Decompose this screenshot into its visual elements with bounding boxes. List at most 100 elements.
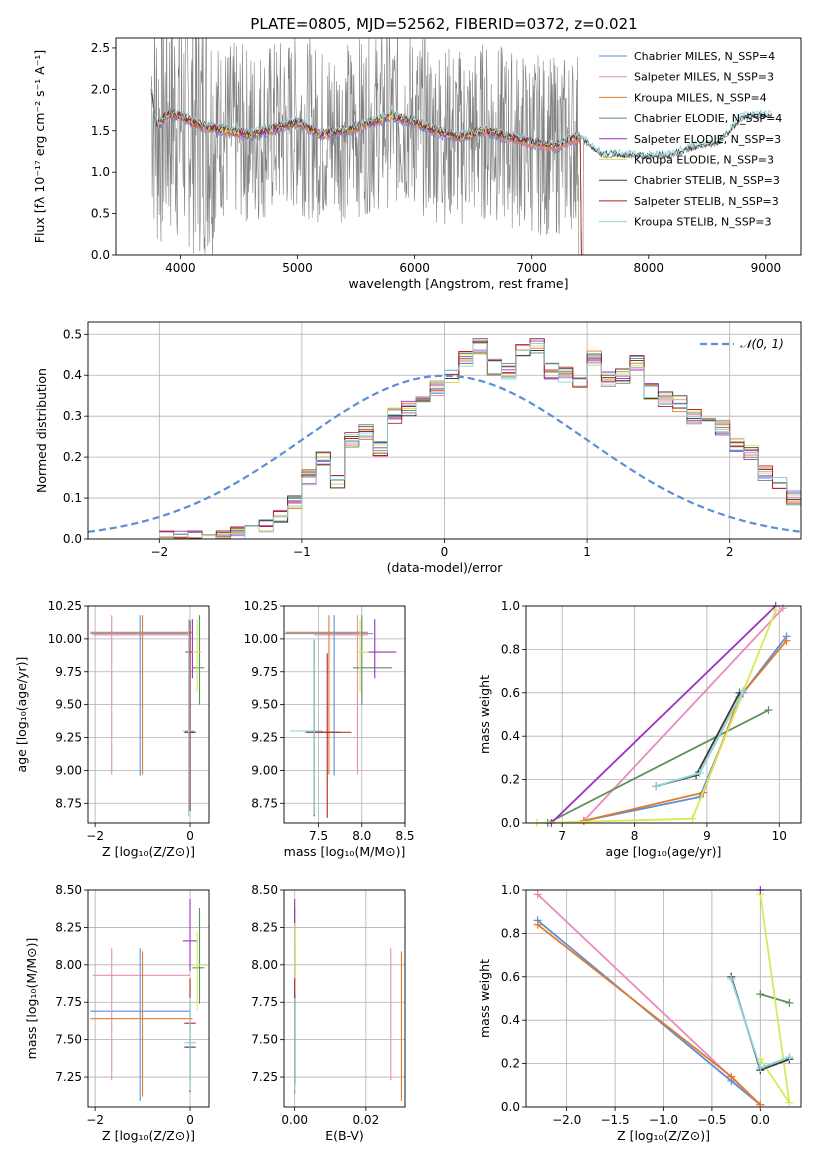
tick-label-y: 10.25	[48, 599, 82, 613]
series-line	[547, 709, 769, 823]
tick-label-y: 9.50	[55, 698, 82, 712]
x-axis-label: age [log₁₀(age/yr)]	[606, 844, 722, 859]
tick-label-x: −1.0	[649, 1113, 678, 1127]
tick-label-y: 1.5	[91, 124, 110, 138]
axes-frame	[87, 321, 802, 540]
tick-label-y: 10.25	[244, 599, 278, 613]
tick-label-x: 0.00	[281, 1113, 308, 1127]
axes-frame	[525, 605, 802, 824]
legend-entry: Kroupa MILES, N_SSP=4	[634, 91, 767, 104]
tick-label-y: 9.75	[251, 665, 278, 679]
panel-mass-vs-ebv: 0.00 0.02 7.25 7.50 7.75 8.00 8.25 8.50 E(B-V)	[251, 883, 406, 1143]
tick-label-y: 0.5	[63, 327, 82, 341]
tick-label-y: 8.75	[251, 796, 278, 810]
tick-label-y: 0.0	[501, 1100, 520, 1114]
y-axis-label: mass [log₁₀(M/M⊙)]	[24, 938, 39, 1060]
page-title: PLATE=0805, MJD=52562, FIBERID=0372, z=0…	[250, 15, 637, 33]
series-line	[550, 606, 777, 823]
tick-label-x: 7000	[516, 261, 547, 275]
data-point	[688, 814, 697, 823]
tick-label-y: 8.75	[55, 796, 82, 810]
tick-label-x: 7.5	[309, 829, 328, 843]
data-point	[739, 686, 748, 695]
axes-frame	[87, 889, 210, 1108]
series-line	[759, 894, 791, 1104]
tick-label-y: 8.50	[251, 883, 278, 897]
tick-label-x: 9000	[751, 261, 782, 275]
tick-label-y: 0.0	[63, 532, 82, 546]
tick-label-y: 2.5	[91, 41, 110, 55]
tick-label-x: −2	[86, 1113, 104, 1127]
tick-label-y: 0.6	[501, 686, 520, 700]
tick-label-x: 0.0	[751, 1113, 770, 1127]
tick-label-y: 0.0	[91, 248, 110, 262]
data-point	[727, 974, 736, 983]
tick-label-x: 0.02	[352, 1113, 379, 1127]
data-point	[785, 998, 794, 1007]
axes-frame	[283, 889, 406, 1108]
data-point	[771, 606, 780, 615]
data-point	[533, 890, 542, 899]
data-point	[764, 706, 773, 715]
x-axis-label: Z [log₁₀(Z/Z⊙)]	[617, 1128, 710, 1143]
tick-label-y: 0.6	[501, 970, 520, 984]
data-point	[756, 990, 765, 999]
tick-label-x: 0	[441, 545, 449, 559]
tick-label-x: 9	[703, 829, 711, 843]
y-axis-label: age [log₁₀(age/yr)]	[14, 657, 29, 773]
tick-label-y: 0.0	[501, 816, 520, 830]
legend-entry: 𝒩(0, 1)	[740, 337, 784, 351]
tick-label-y: 1.0	[501, 883, 520, 897]
tick-label-x: −0.5	[697, 1113, 726, 1127]
tick-label-y: 9.00	[251, 763, 278, 777]
panel-residual-histogram: −2 −1 0 1 2 0.0 0.1 0.2 0.3 0.4 0.5 (data-model)/er…	[34, 321, 802, 575]
legend-entry: Chabrier MILES, N_SSP=4	[634, 50, 775, 63]
tick-label-x: 8.5	[395, 829, 414, 843]
series-line	[583, 640, 788, 822]
panel-mass-weight-vs-age: 7 8 9 10 0.0 0.2 0.4 0.6 0.8 1.0 age [log₁₀(age/yr…	[477, 599, 802, 859]
x-axis-label: mass [log₁₀(M/M⊙)]	[284, 844, 406, 859]
tick-label-y: 7.50	[251, 1033, 278, 1047]
tick-label-x: −2	[150, 545, 168, 559]
data-point	[785, 1098, 794, 1107]
series-line	[583, 635, 788, 822]
histogram-series	[159, 342, 801, 539]
tick-label-y: 0.4	[63, 368, 82, 382]
normal-curve	[88, 374, 801, 533]
tick-label-y: 7.25	[55, 1070, 82, 1084]
x-axis-label: Z [log₁₀(Z/Z⊙)]	[102, 844, 195, 859]
tick-label-y: 10.00	[48, 632, 82, 646]
tick-label-y: 1.0	[501, 599, 520, 613]
panel-age-vs-mass: 7.5 8.0 8.5 8.75 9.00 9.25 9.50 9.75 10.00 10.25 m…	[244, 599, 415, 859]
tick-label-x: 4000	[165, 261, 196, 275]
panel-age-vs-Z: −2 0 8.75 9.00 9.25 9.50 9.75 10.00 10.25 Z [log₁…	[14, 599, 210, 859]
legend-entry: Chabrier ELODIE, N_SSP=4	[634, 112, 782, 125]
data-point	[533, 920, 542, 929]
tick-label-y: 7.25	[251, 1070, 278, 1084]
tick-label-y: 7.75	[251, 995, 278, 1009]
tick-label-y: 8.25	[55, 920, 82, 934]
tick-label-x: 8.0	[352, 829, 371, 843]
data-point	[778, 604, 787, 613]
axes-frame	[87, 605, 210, 824]
tick-label-y: 0.2	[501, 773, 520, 787]
tick-label-y: 8.25	[251, 920, 278, 934]
legend-entry: Salpeter STELIB, N_SSP=3	[634, 195, 779, 208]
x-axis-label: wavelength [Angstrom, rest frame]	[348, 276, 568, 291]
legend-entry: Kroupa ELODIE, N_SSP=3	[634, 154, 774, 167]
tick-label-y: 9.75	[55, 665, 82, 679]
data-point	[727, 1072, 736, 1081]
tick-label-y: 0.3	[63, 409, 82, 423]
tick-label-y: 9.25	[251, 731, 278, 745]
axes-frame	[115, 37, 802, 256]
tick-label-y: 0.5	[91, 207, 110, 221]
series-line	[583, 607, 784, 822]
series-line	[536, 609, 777, 823]
y-axis-label: mass weight	[477, 959, 492, 1038]
tick-label-y: 8.00	[251, 958, 278, 972]
tick-label-y: 0.2	[63, 450, 82, 464]
tick-label-y: 7.75	[55, 995, 82, 1009]
tick-label-x: −1	[293, 545, 311, 559]
tick-label-x: −1.5	[601, 1113, 630, 1127]
